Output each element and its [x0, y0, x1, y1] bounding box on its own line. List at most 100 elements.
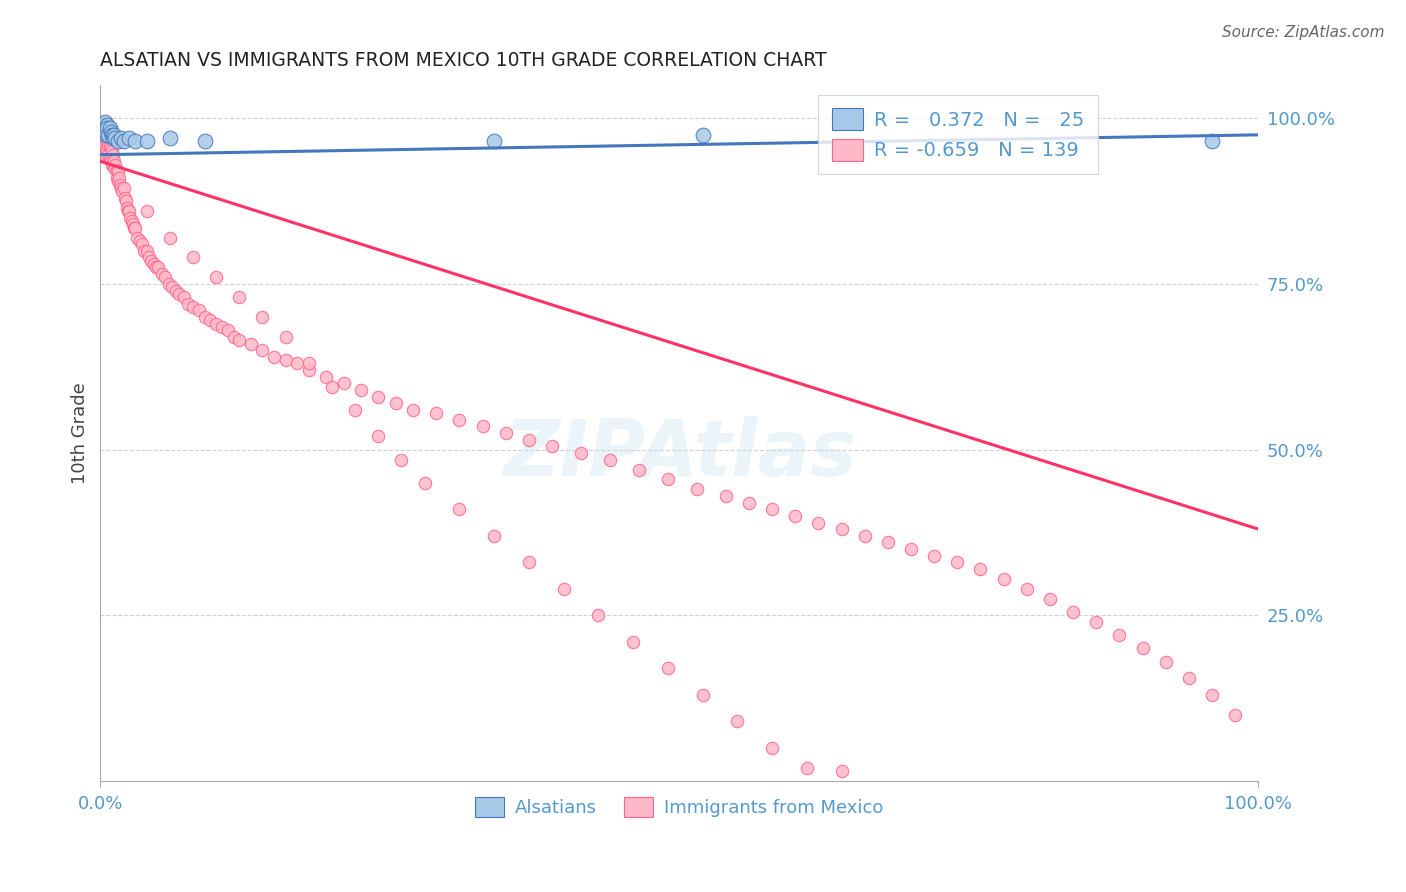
Point — [785, 508, 807, 523]
Point — [107, 164, 129, 178]
Point — [93, 118, 115, 132]
Point — [425, 406, 447, 420]
Point — [228, 290, 250, 304]
Point — [384, 396, 406, 410]
Point — [194, 310, 217, 324]
Point — [127, 230, 149, 244]
Point — [159, 131, 181, 145]
Point — [105, 164, 128, 178]
Point — [969, 562, 991, 576]
Point — [194, 135, 217, 149]
Point — [135, 135, 157, 149]
Point — [124, 220, 146, 235]
Point — [344, 402, 367, 417]
Point — [177, 297, 200, 311]
Point — [101, 158, 124, 172]
Point — [738, 496, 761, 510]
Point — [93, 124, 115, 138]
Point — [103, 154, 125, 169]
Point — [121, 214, 143, 228]
Point — [657, 473, 679, 487]
Point — [94, 114, 117, 128]
Point — [831, 522, 853, 536]
Point — [946, 555, 969, 569]
Point — [108, 170, 131, 185]
Point — [98, 151, 121, 165]
Point — [315, 369, 337, 384]
Point — [692, 128, 714, 142]
Point — [117, 204, 139, 219]
Point — [274, 330, 297, 344]
Point — [157, 277, 180, 291]
Point — [108, 178, 131, 192]
Point — [94, 137, 117, 152]
Point — [569, 446, 592, 460]
Point — [121, 217, 143, 231]
Point — [298, 356, 321, 370]
Point — [101, 145, 124, 159]
Point — [97, 137, 120, 152]
Point — [761, 740, 783, 755]
Point — [553, 582, 575, 596]
Point — [298, 363, 321, 377]
Text: ALSATIAN VS IMMIGRANTS FROM MEXICO 10TH GRADE CORRELATION CHART: ALSATIAN VS IMMIGRANTS FROM MEXICO 10TH … — [100, 51, 827, 70]
Point — [252, 310, 274, 324]
Point — [274, 353, 297, 368]
Point — [153, 270, 176, 285]
Point — [367, 429, 389, 443]
Point — [111, 184, 134, 198]
Point — [627, 462, 650, 476]
Point — [181, 251, 204, 265]
Point — [100, 154, 122, 169]
Point — [135, 204, 157, 219]
Point — [91, 121, 114, 136]
Point — [922, 549, 945, 563]
Point — [128, 234, 150, 248]
Point — [252, 343, 274, 358]
Point — [150, 267, 173, 281]
Point — [831, 764, 853, 778]
Point — [96, 121, 118, 136]
Point — [101, 147, 124, 161]
Point — [160, 280, 183, 294]
Point — [686, 483, 709, 497]
Point — [98, 137, 121, 152]
Point — [94, 141, 117, 155]
Point — [588, 608, 610, 623]
Point — [205, 270, 228, 285]
Point — [101, 131, 124, 145]
Point — [110, 131, 132, 145]
Point — [93, 135, 115, 149]
Point — [1015, 582, 1038, 596]
Point — [100, 124, 122, 138]
Point — [449, 502, 471, 516]
Point — [101, 128, 124, 142]
Point — [91, 128, 114, 142]
Point — [1039, 591, 1062, 606]
Point — [621, 635, 644, 649]
Point — [94, 147, 117, 161]
Point — [402, 402, 425, 417]
Point — [517, 433, 540, 447]
Point — [104, 131, 127, 145]
Point — [122, 220, 145, 235]
Point — [110, 181, 132, 195]
Point — [263, 350, 285, 364]
Point — [94, 128, 117, 142]
Point — [107, 135, 129, 149]
Point — [495, 425, 517, 440]
Point — [413, 475, 436, 490]
Point — [98, 121, 121, 136]
Point — [205, 317, 228, 331]
Point — [115, 201, 138, 215]
Point — [391, 452, 413, 467]
Point — [103, 128, 125, 142]
Point — [1132, 641, 1154, 656]
Point — [187, 303, 209, 318]
Point — [165, 284, 187, 298]
Legend: Alsatians, Immigrants from Mexico: Alsatians, Immigrants from Mexico — [468, 789, 890, 824]
Point — [482, 529, 505, 543]
Point — [1201, 688, 1223, 702]
Y-axis label: 10th Grade: 10th Grade — [72, 382, 89, 484]
Point — [96, 145, 118, 159]
